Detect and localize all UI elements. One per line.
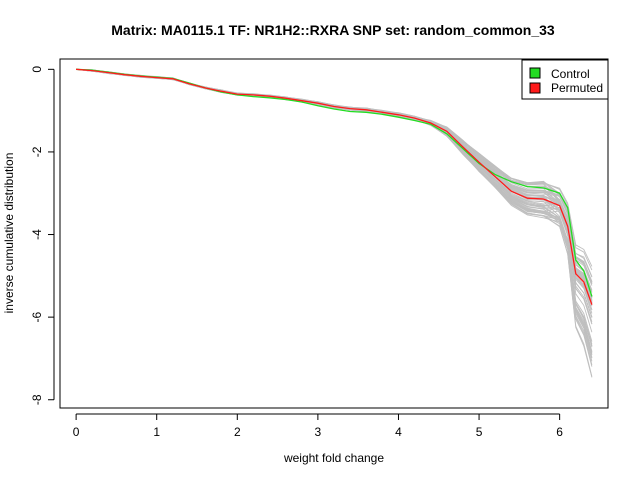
y-axis: 0 -2 -4 -6 -8 <box>30 66 55 405</box>
x-axis-label: weight fold change <box>283 451 384 465</box>
x-tick-label: 0 <box>73 425 80 439</box>
legend-label-permuted: Permuted <box>551 81 603 95</box>
x-tick-label: 3 <box>315 425 322 439</box>
series-lines <box>76 68 593 305</box>
x-tick-label: 2 <box>234 425 241 439</box>
x-tick-label: 5 <box>476 425 483 439</box>
series-line-permuted <box>76 68 593 305</box>
y-tick-label: 0 <box>30 66 44 73</box>
y-tick-label: -8 <box>30 394 44 405</box>
legend-label-control: Control <box>551 67 590 81</box>
legend-swatch-permuted <box>529 82 541 94</box>
legend-swatch-control <box>529 67 541 79</box>
y-tick-label: -4 <box>30 229 44 240</box>
plot-frame <box>59 58 609 409</box>
x-tick-label: 6 <box>556 425 563 439</box>
y-tick-label: -6 <box>30 311 44 322</box>
x-tick-label: 4 <box>395 425 402 439</box>
y-tick-label: -2 <box>30 146 44 157</box>
chart-title: Matrix: MA0115.1 TF: NR1H2::RXRA SNP set… <box>111 22 555 38</box>
x-tick-label: 1 <box>153 425 160 439</box>
y-axis-label: inverse cumulative distribution <box>2 153 16 314</box>
legend: Control Permuted <box>521 59 609 100</box>
x-axis: 0 1 2 3 4 5 6 <box>73 413 563 439</box>
